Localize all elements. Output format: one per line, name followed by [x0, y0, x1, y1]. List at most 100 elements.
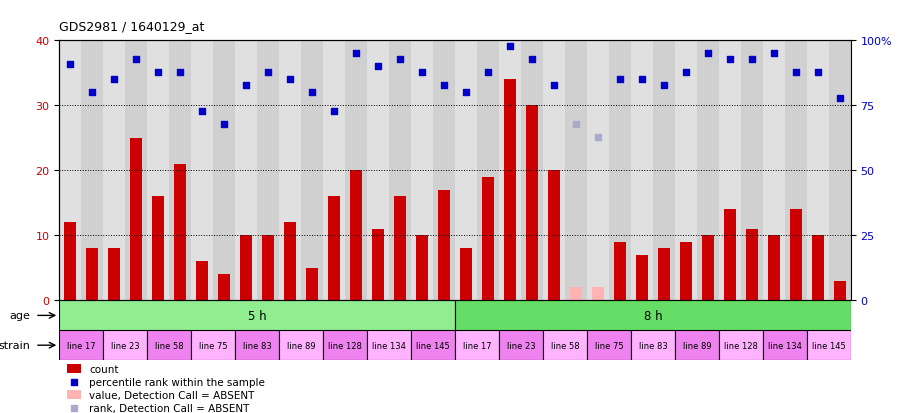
Bar — [59, 330, 103, 360]
Bar — [477, 41, 499, 301]
Point — [634, 77, 649, 83]
Text: line 23: line 23 — [507, 341, 535, 350]
Bar — [741, 41, 763, 301]
Bar — [697, 41, 719, 301]
Bar — [763, 41, 785, 301]
Point — [833, 95, 847, 102]
Bar — [411, 330, 455, 360]
Text: line 134: line 134 — [372, 341, 406, 350]
Bar — [81, 41, 103, 301]
Bar — [67, 364, 81, 373]
Bar — [191, 330, 235, 360]
Text: line 17: line 17 — [66, 341, 96, 350]
Point — [547, 82, 561, 89]
Bar — [768, 236, 780, 301]
Point — [370, 64, 385, 71]
Point — [502, 43, 517, 50]
Bar — [592, 288, 604, 301]
Point — [480, 69, 495, 76]
Bar — [812, 236, 824, 301]
Bar — [279, 330, 323, 360]
Point — [525, 56, 540, 63]
Bar — [152, 197, 164, 301]
Bar — [746, 229, 758, 301]
Text: rank, Detection Call = ABSENT: rank, Detection Call = ABSENT — [89, 404, 249, 413]
Point — [238, 82, 253, 89]
Bar — [416, 236, 428, 301]
Bar — [565, 41, 587, 301]
Bar — [86, 249, 98, 301]
Text: line 89: line 89 — [682, 341, 712, 350]
Text: line 128: line 128 — [724, 341, 758, 350]
Bar — [411, 41, 433, 301]
Bar — [719, 330, 763, 360]
Bar — [306, 268, 318, 301]
Bar — [345, 41, 367, 301]
Point — [151, 69, 166, 76]
Bar — [64, 223, 76, 301]
Text: count: count — [89, 364, 118, 374]
Bar — [394, 197, 406, 301]
Bar — [570, 288, 582, 301]
Bar — [438, 190, 450, 301]
Bar — [521, 41, 543, 301]
Bar — [174, 164, 187, 301]
Bar — [636, 255, 648, 301]
Text: line 83: line 83 — [243, 341, 271, 350]
Text: line 83: line 83 — [639, 341, 667, 350]
Bar — [609, 41, 631, 301]
Bar — [257, 41, 279, 301]
Bar — [103, 41, 126, 301]
Bar — [323, 41, 345, 301]
Bar — [807, 41, 829, 301]
Text: line 134: line 134 — [768, 341, 802, 350]
Point — [327, 108, 341, 115]
Bar — [719, 41, 741, 301]
Bar — [147, 41, 169, 301]
Bar — [543, 330, 587, 360]
Text: line 17: line 17 — [462, 341, 491, 350]
Text: line 128: line 128 — [329, 341, 362, 350]
Point — [106, 77, 121, 83]
Point — [195, 108, 209, 115]
Bar — [702, 236, 714, 301]
Point — [744, 56, 759, 63]
Point — [305, 90, 319, 97]
Bar — [455, 41, 477, 301]
Bar — [723, 210, 736, 301]
Bar — [460, 249, 472, 301]
Text: line 89: line 89 — [287, 341, 316, 350]
Bar — [631, 330, 675, 360]
Point — [283, 77, 298, 83]
Text: 8 h: 8 h — [643, 309, 662, 322]
Bar — [499, 330, 543, 360]
Bar — [790, 210, 802, 301]
Bar — [191, 41, 213, 301]
Bar — [147, 330, 191, 360]
Bar — [350, 171, 362, 301]
Point — [63, 62, 77, 68]
Point — [569, 121, 583, 128]
Bar — [784, 41, 807, 301]
Bar — [504, 80, 516, 301]
Bar — [680, 242, 692, 301]
Point — [173, 69, 187, 76]
Text: strain: strain — [0, 340, 31, 350]
Bar — [433, 41, 455, 301]
Point — [584, 138, 599, 145]
Text: value, Detection Call = ABSENT: value, Detection Call = ABSENT — [89, 390, 255, 400]
Bar — [653, 41, 675, 301]
Text: percentile rank within the sample: percentile rank within the sample — [89, 377, 265, 387]
Bar — [614, 242, 626, 301]
Point — [393, 56, 408, 63]
Point — [437, 82, 451, 89]
Bar — [59, 301, 455, 330]
Bar — [169, 41, 191, 301]
Text: 5 h: 5 h — [248, 309, 267, 322]
Bar — [196, 262, 208, 301]
Bar — [675, 41, 697, 301]
Text: line 75: line 75 — [594, 341, 623, 350]
Bar — [372, 229, 384, 301]
Text: line 58: line 58 — [551, 341, 580, 350]
Point — [789, 69, 804, 76]
